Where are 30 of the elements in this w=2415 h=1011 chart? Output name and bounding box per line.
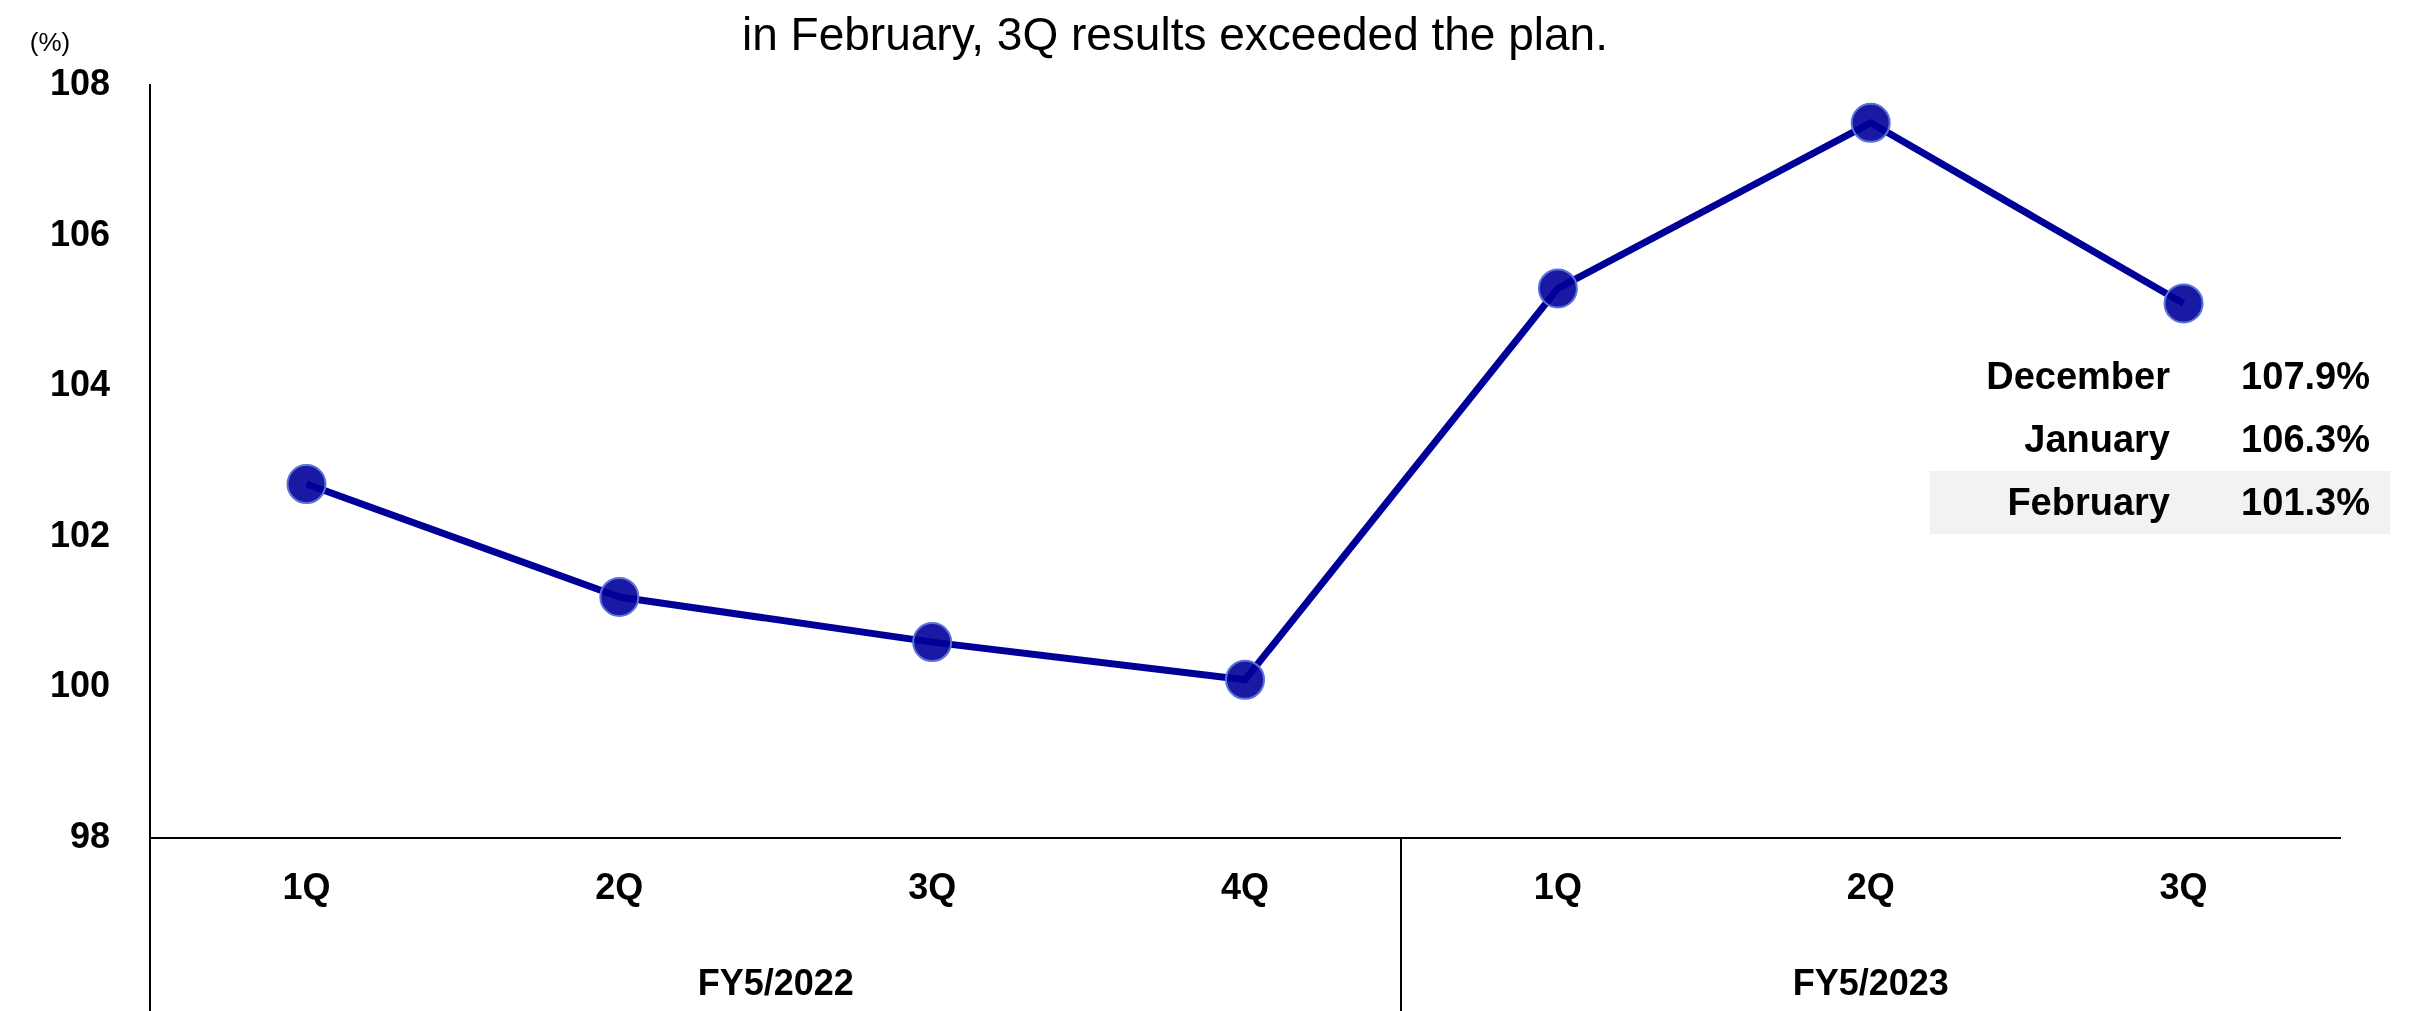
x-tick-label: 1Q xyxy=(282,866,331,908)
y-tick-label: 102 xyxy=(49,513,111,555)
text: FY5/2022 xyxy=(697,962,854,1003)
y-axis-title: (%) xyxy=(29,27,71,58)
point xyxy=(1225,659,1266,700)
point xyxy=(599,576,640,617)
y-tick-label: 100 xyxy=(49,664,111,706)
point xyxy=(912,622,953,663)
point xyxy=(1850,102,1891,143)
text: FY5/2023 xyxy=(1792,962,1949,1003)
y-tick-label: 104 xyxy=(49,363,111,405)
point xyxy=(2163,283,2204,324)
x-tick-label: 2Q xyxy=(595,866,644,908)
point xyxy=(286,464,327,505)
x-tick-label: 1Q xyxy=(1533,866,1582,908)
annotation: 106.3% xyxy=(2240,418,2370,461)
x-tick-label: 3Q xyxy=(908,866,957,908)
y-tick-label: 98 xyxy=(70,814,111,856)
point xyxy=(1537,268,1578,309)
x-tick-label: 4Q xyxy=(1221,866,1270,908)
y-tick-label: 108 xyxy=(49,62,111,104)
annotation: 107.9% xyxy=(2240,355,2370,398)
annotation: February xyxy=(2006,481,2170,524)
annotation: December xyxy=(1985,355,2170,398)
annotation: 101.3% xyxy=(2240,481,2370,524)
y-tick-label: 106 xyxy=(49,212,111,254)
x-tick-label: 2Q xyxy=(1846,866,1895,908)
x-tick-label: 3Q xyxy=(2159,866,2208,908)
annotation: January xyxy=(2023,418,2170,461)
chart-title: in February, 3Q results exceeded the plan. xyxy=(742,8,1608,61)
